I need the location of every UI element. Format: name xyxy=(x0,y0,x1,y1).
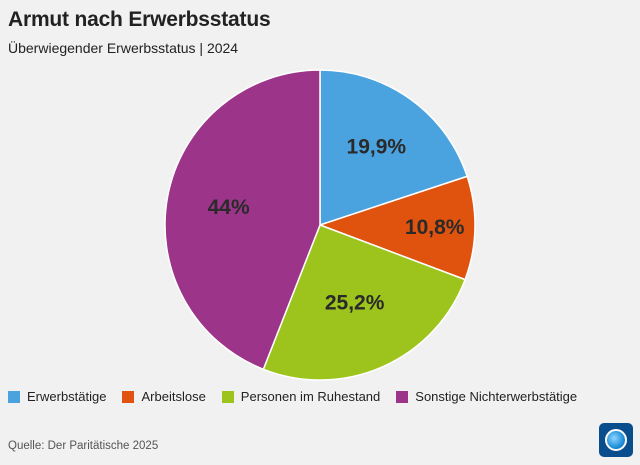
legend-swatch xyxy=(122,390,135,403)
legend: Erwerbstätige Arbeitslose Personen im Ruhe… xyxy=(8,389,593,404)
pie-slice-1 xyxy=(319,69,469,227)
legend-label: Personen im Ruhestand xyxy=(240,389,381,404)
slice-label-4: 44% xyxy=(208,196,250,219)
pie-slice-3 xyxy=(262,224,467,381)
slice-label-3: 25,2% xyxy=(325,291,385,314)
legend-item: Erwerbstätige xyxy=(8,389,106,404)
pie-chart: 19,9% 10,8% 25,2% 44% xyxy=(164,69,476,381)
slice-label-2: 10,8% xyxy=(405,216,465,239)
legend-swatch xyxy=(221,390,234,403)
chart-title: Armut nach Erwerbsstatus xyxy=(8,8,271,31)
tagesschau-logo-icon xyxy=(599,423,633,457)
legend-item: Arbeitslose xyxy=(122,389,206,404)
logo-globe-icon xyxy=(605,429,627,451)
slice-label-1: 19,9% xyxy=(347,136,407,159)
legend-swatch xyxy=(8,390,20,403)
source-note: Quelle: Der Paritätische 2025 xyxy=(8,440,159,452)
legend-item: Sonstige Nichterwerbstätige xyxy=(396,389,577,404)
pie-slice-2 xyxy=(317,175,476,281)
chart-subtitle: Überwiegender Erwerbsstatus | 2024 xyxy=(8,40,239,56)
legend-label: Sonstige Nichterwerbstätige xyxy=(415,389,578,404)
legend-label: Erwerbstätige xyxy=(27,389,107,404)
pie-slice-4 xyxy=(164,69,321,371)
legend-label: Arbeitslose xyxy=(141,389,206,404)
legend-item: Personen im Ruhestand xyxy=(221,389,381,404)
legend-swatch xyxy=(396,390,409,403)
